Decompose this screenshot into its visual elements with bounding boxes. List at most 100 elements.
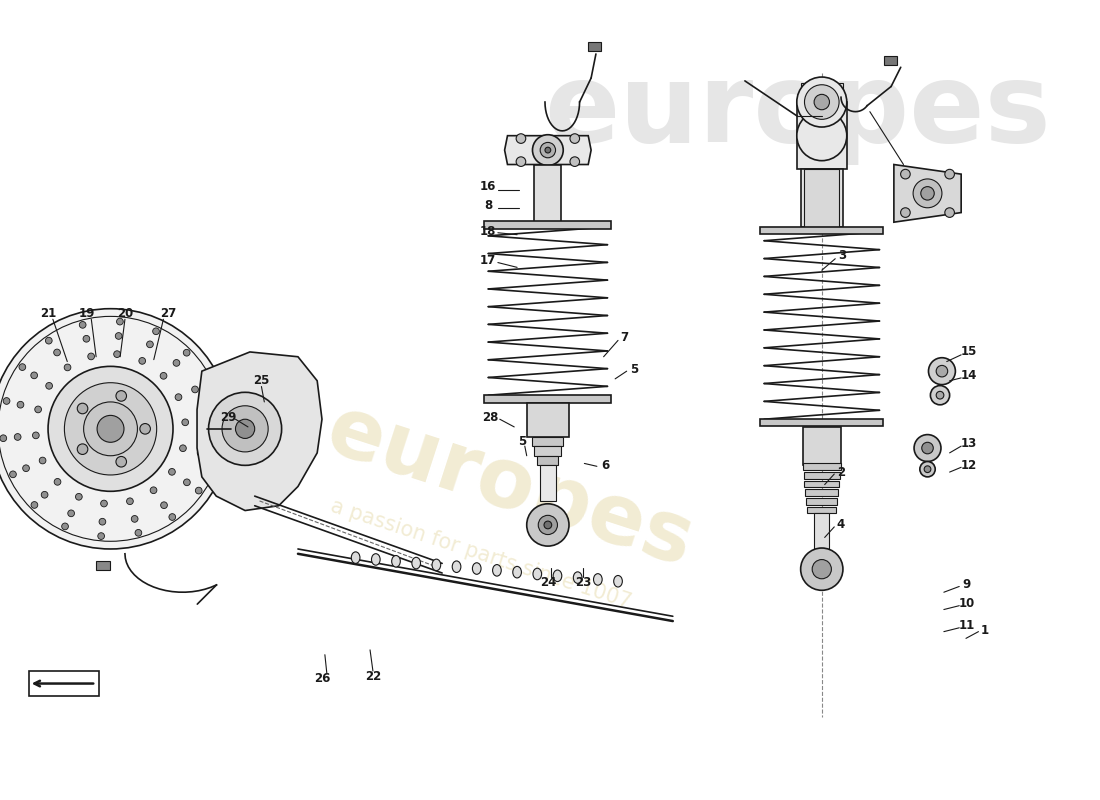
Circle shape <box>235 419 255 438</box>
Circle shape <box>922 442 933 454</box>
Circle shape <box>161 502 167 509</box>
Text: 25: 25 <box>253 374 270 387</box>
Text: 1: 1 <box>981 624 989 637</box>
Circle shape <box>196 487 202 494</box>
Text: 9: 9 <box>962 578 971 591</box>
Circle shape <box>139 358 145 364</box>
Circle shape <box>814 94 829 110</box>
Circle shape <box>62 523 68 530</box>
Bar <box>535 446 561 456</box>
Bar <box>807 506 836 514</box>
Circle shape <box>570 134 580 143</box>
Circle shape <box>928 358 956 385</box>
Circle shape <box>901 170 910 179</box>
Circle shape <box>544 147 551 153</box>
Circle shape <box>179 445 186 452</box>
Bar <box>540 466 556 501</box>
Circle shape <box>82 335 90 342</box>
Circle shape <box>113 350 120 358</box>
Bar <box>804 481 839 487</box>
Circle shape <box>54 478 60 486</box>
Circle shape <box>140 423 151 434</box>
Circle shape <box>79 322 86 328</box>
Circle shape <box>117 318 123 325</box>
Text: 26: 26 <box>314 672 330 686</box>
Text: 2: 2 <box>837 466 845 478</box>
Circle shape <box>153 328 159 334</box>
Text: a passion for parts since 1007: a passion for parts since 1007 <box>328 496 634 612</box>
Text: europes: europes <box>316 389 703 584</box>
Bar <box>96 562 110 570</box>
Circle shape <box>45 338 52 344</box>
Circle shape <box>88 353 95 360</box>
Text: 15: 15 <box>960 346 977 358</box>
Text: 3: 3 <box>838 250 846 262</box>
Bar <box>806 498 837 505</box>
Text: 23: 23 <box>575 576 592 589</box>
Ellipse shape <box>573 572 582 583</box>
Circle shape <box>214 416 221 423</box>
Ellipse shape <box>594 574 602 585</box>
Circle shape <box>98 533 104 539</box>
Bar <box>760 419 883 426</box>
Text: 27: 27 <box>161 307 176 320</box>
Circle shape <box>35 406 42 413</box>
Text: 21: 21 <box>40 307 56 320</box>
Circle shape <box>173 359 179 366</box>
Circle shape <box>168 469 175 475</box>
Circle shape <box>191 386 198 393</box>
Circle shape <box>936 366 948 377</box>
Ellipse shape <box>513 566 521 578</box>
Circle shape <box>161 373 167 379</box>
Text: 6: 6 <box>602 459 609 472</box>
Text: 12: 12 <box>960 459 977 472</box>
Bar <box>535 165 561 227</box>
Text: 28: 28 <box>482 411 498 424</box>
Text: 20: 20 <box>117 307 133 320</box>
Circle shape <box>184 479 190 486</box>
Circle shape <box>14 434 21 440</box>
Circle shape <box>18 402 24 408</box>
Text: 17: 17 <box>480 254 496 267</box>
Circle shape <box>100 500 108 507</box>
Ellipse shape <box>372 554 381 566</box>
Circle shape <box>3 398 10 404</box>
Circle shape <box>0 435 7 442</box>
Circle shape <box>54 349 60 356</box>
Polygon shape <box>505 136 591 165</box>
Circle shape <box>924 466 931 473</box>
Text: 7: 7 <box>620 331 629 344</box>
Circle shape <box>812 83 832 102</box>
Circle shape <box>68 510 75 517</box>
Circle shape <box>796 110 847 161</box>
Text: 29: 29 <box>221 411 236 424</box>
Bar <box>803 463 842 470</box>
Circle shape <box>544 521 552 529</box>
Circle shape <box>126 498 133 505</box>
Bar <box>484 222 612 229</box>
Circle shape <box>84 402 138 456</box>
Circle shape <box>936 391 944 399</box>
Circle shape <box>151 487 157 494</box>
Circle shape <box>116 390 127 402</box>
Circle shape <box>812 559 832 578</box>
Circle shape <box>901 208 910 218</box>
Bar <box>804 170 839 227</box>
Circle shape <box>532 134 563 166</box>
Bar <box>884 56 896 65</box>
Bar <box>532 437 563 446</box>
Circle shape <box>945 170 955 179</box>
Text: 19: 19 <box>78 307 95 320</box>
Ellipse shape <box>432 559 441 570</box>
Circle shape <box>116 333 122 339</box>
Polygon shape <box>197 352 322 510</box>
Circle shape <box>169 514 176 520</box>
Circle shape <box>31 372 37 378</box>
Circle shape <box>97 415 124 442</box>
Bar <box>796 102 847 170</box>
Circle shape <box>33 432 40 438</box>
Bar <box>760 227 883 234</box>
Circle shape <box>921 186 934 200</box>
Bar <box>588 42 601 51</box>
Circle shape <box>200 418 207 424</box>
